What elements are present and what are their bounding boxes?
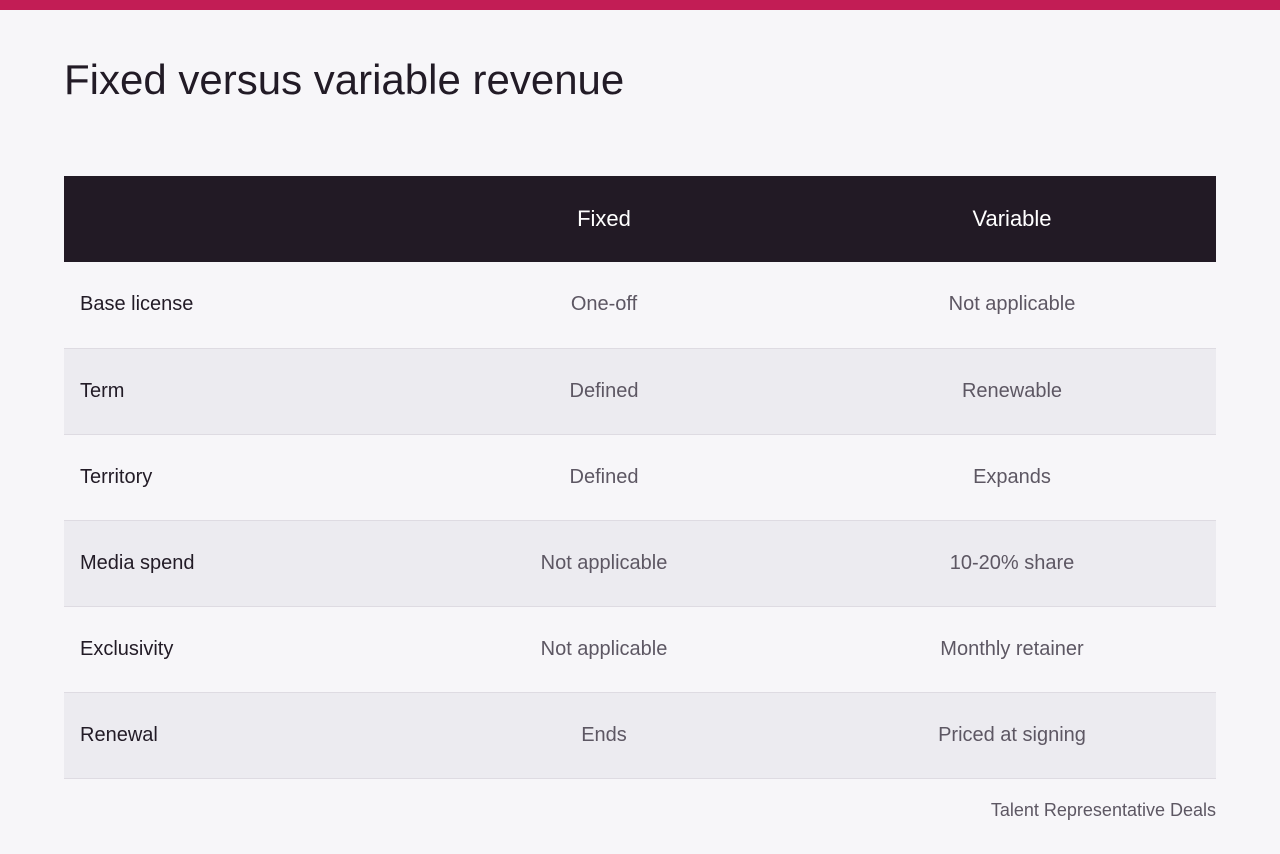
row-label: Exclusivity [80,637,174,660]
variable-cell: Priced at signing [938,723,1086,746]
variable-cell: Renewable [961,379,1063,402]
table-row: Term Defined Renewable [64,348,1216,434]
row-label: Renewal [80,723,158,746]
header-cell-fixed: Fixed [577,206,631,231]
row-label: Media spend [80,551,195,574]
fixed-cell: Defined [569,379,639,402]
header-cell-label [64,176,400,262]
row-label: Term [80,379,125,402]
table-row: Media spend Not applicable 10-20% share [64,520,1216,606]
variable-cell: Monthly retainer [940,637,1084,660]
table-row: Exclusivity Not applicable Monthly retai… [64,606,1216,692]
fixed-cell: Not applicable [540,551,668,574]
row-label: Base license [80,293,194,316]
variable-cell: Not applicable [948,293,1076,316]
row-label: Territory [80,465,153,488]
header-cell-variable: Variable [972,206,1052,231]
variable-cell: 10-20% share [949,551,1075,574]
comparison-table: Fixed Variable Base license One-off Not … [64,176,1216,779]
variable-cell: Expands [973,465,1051,488]
page-title: Fixed versus variable revenue [64,56,625,103]
fixed-cell: One-off [570,293,638,316]
fixed-cell: Ends [581,723,627,746]
fixed-cell: Not applicable [540,637,668,660]
table-header-row: Fixed Variable [64,176,1216,262]
table-row: Territory Defined Expands [64,434,1216,520]
table-row: Base license One-off Not applicable [64,262,1216,348]
footer-source: Talent Representative Deals [990,800,1216,820]
fixed-cell: Defined [569,465,639,488]
table-row: Renewal Ends Priced at signing [64,692,1216,778]
accent-bar [0,0,1280,10]
